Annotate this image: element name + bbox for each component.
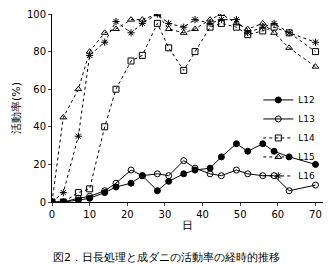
svg-text:20: 20 [33, 159, 46, 170]
svg-text:60: 60 [33, 84, 46, 95]
svg-text:L12: L12 [298, 95, 314, 105]
svg-text:L15: L15 [298, 152, 314, 162]
svg-text:0: 0 [40, 197, 46, 208]
svg-text:日: 日 [182, 219, 193, 232]
svg-text:図2．日長処理と成ダニの活動率の経時的推移: 図2．日長処理と成ダニの活動率の経時的推移 [53, 251, 280, 264]
svg-text:40: 40 [196, 209, 209, 220]
svg-text:L16: L16 [298, 171, 315, 181]
svg-text:L13: L13 [298, 114, 314, 124]
svg-text:40: 40 [33, 121, 46, 132]
svg-text:L14: L14 [298, 133, 315, 143]
svg-text:30: 30 [159, 209, 172, 220]
svg-text:活動率(%): 活動率(%) [10, 82, 23, 134]
svg-text:70: 70 [309, 209, 322, 220]
svg-text:0: 0 [49, 209, 55, 220]
svg-text:20: 20 [121, 209, 134, 220]
svg-text:100: 100 [27, 9, 46, 20]
svg-text:10: 10 [83, 209, 96, 220]
svg-text:80: 80 [33, 46, 46, 57]
svg-text:60: 60 [271, 209, 284, 220]
svg-text:50: 50 [234, 209, 247, 220]
